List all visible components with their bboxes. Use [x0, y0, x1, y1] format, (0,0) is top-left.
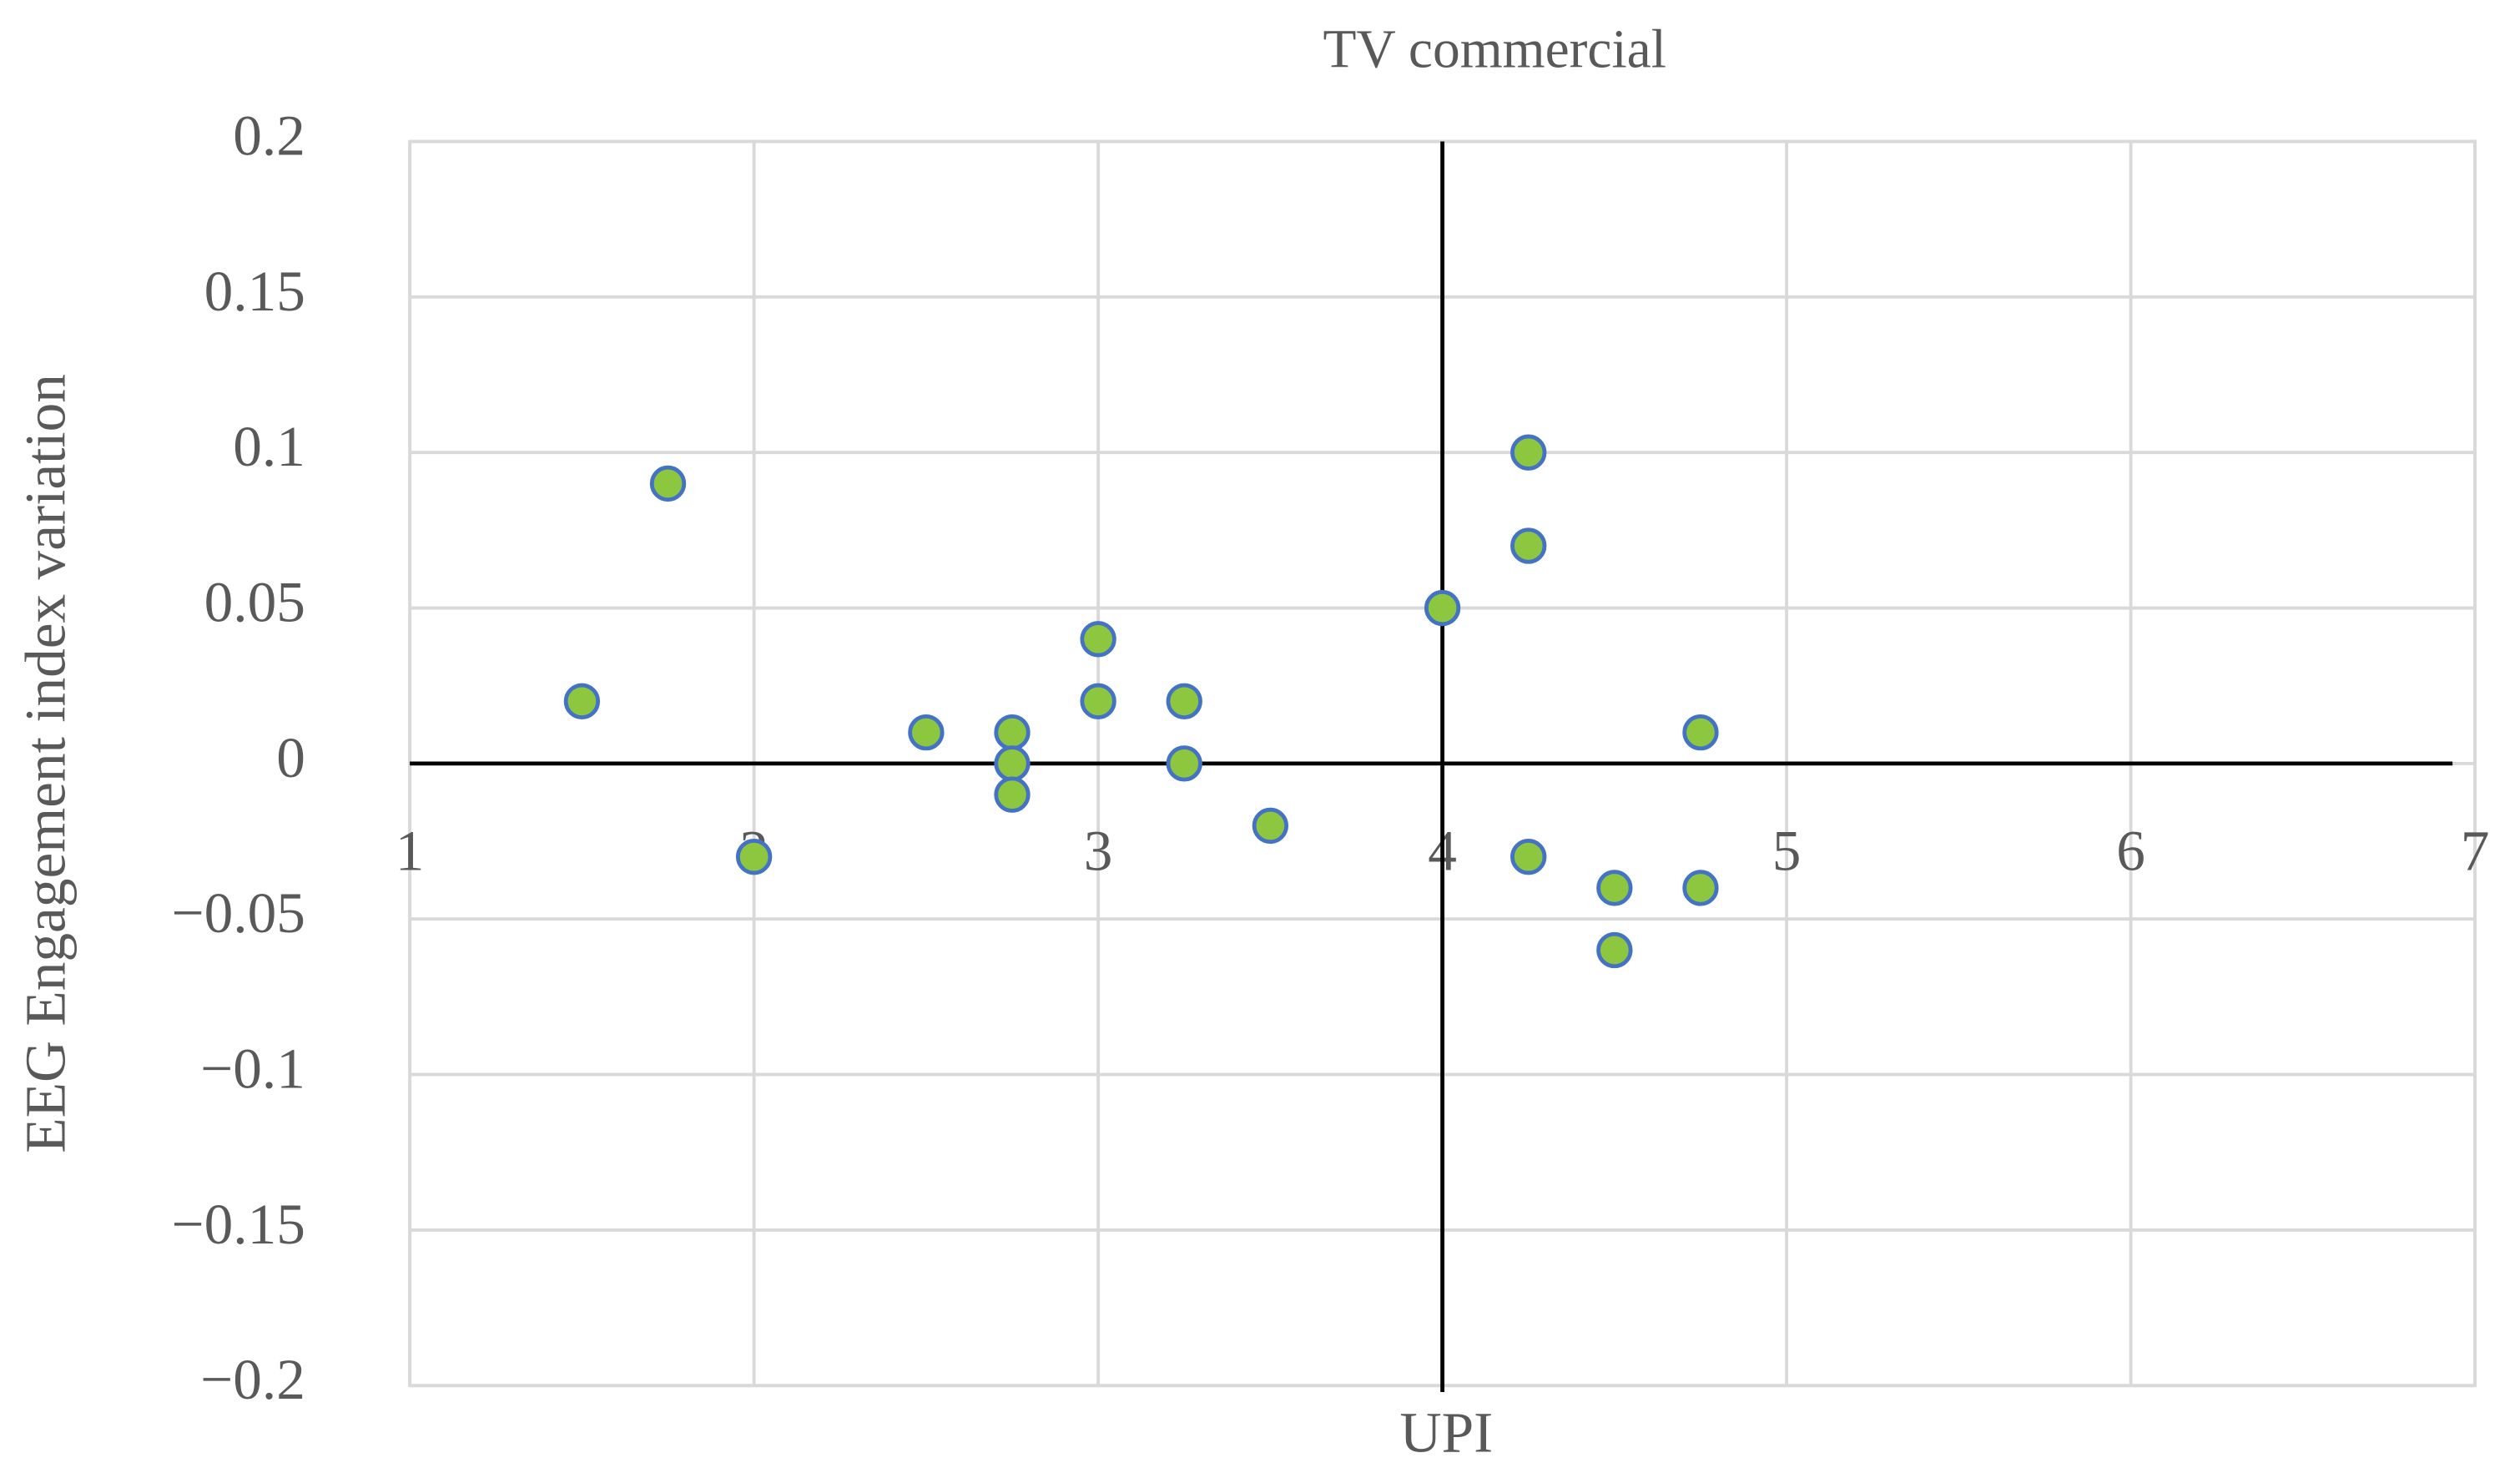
y-tick-label: 0.2 — [233, 103, 305, 167]
point — [994, 776, 1031, 813]
x-tick-label: 1 — [396, 819, 425, 883]
y-tick-label: 0.15 — [204, 259, 305, 323]
point — [1252, 807, 1289, 845]
y-tick-label: −0.15 — [172, 1192, 305, 1256]
y-tick-label: −0.05 — [172, 880, 305, 945]
y-tick-label: 0.05 — [204, 569, 305, 633]
x-tick-label: 7 — [2461, 819, 2490, 883]
point — [1424, 589, 1461, 627]
point — [1596, 931, 1633, 969]
point — [994, 714, 1031, 751]
y-tick-label: 0 — [276, 725, 305, 789]
x-tick-label: 5 — [1772, 819, 1802, 883]
point — [1682, 870, 1719, 906]
point — [735, 839, 773, 875]
point — [994, 745, 1031, 782]
point — [908, 714, 945, 751]
point — [1596, 870, 1633, 906]
point — [1510, 839, 1547, 875]
y-tick-label: −0.1 — [200, 1036, 305, 1100]
y-axis-title: EEG Engagement index variation — [13, 374, 78, 1153]
x-tick-label: 3 — [1084, 819, 1113, 883]
point — [563, 683, 601, 720]
chart-title: TV commercial — [1323, 20, 1666, 80]
point — [1080, 621, 1116, 658]
x-tick-label: 6 — [2116, 819, 2145, 883]
point — [1166, 683, 1202, 720]
point — [649, 465, 687, 502]
point — [1166, 745, 1202, 782]
y-tick-label: −0.2 — [200, 1347, 305, 1411]
x-axis-title: UPI — [1400, 1400, 1494, 1465]
point — [1682, 714, 1719, 751]
y-tick-label: 0.1 — [233, 414, 305, 478]
point — [1510, 527, 1547, 564]
point — [1510, 434, 1547, 471]
point — [1080, 683, 1116, 720]
